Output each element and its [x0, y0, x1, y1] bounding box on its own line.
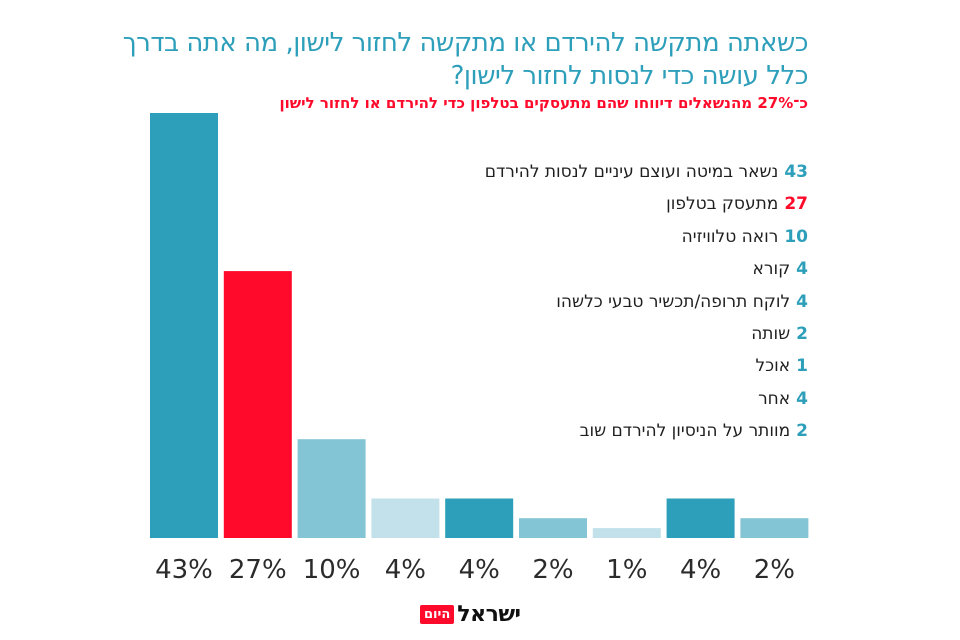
- bar: [297, 439, 366, 538]
- legend-item: 4קורא: [368, 253, 809, 285]
- legend-item-label: שותה: [751, 323, 791, 344]
- value-label: 4%: [459, 555, 500, 585]
- bar: [740, 518, 809, 538]
- value-label: 2%: [754, 555, 795, 585]
- legend-item: 2שותה: [368, 318, 808, 350]
- legend-item-label: לוקח תרופה/תכשיר טבעי כלשהו: [556, 291, 791, 312]
- legend-item: 27מתעסק בטלפון: [368, 188, 808, 220]
- legend-item-value: 43: [784, 162, 808, 182]
- value-label: 2%: [532, 555, 573, 585]
- legend-item-value: 27: [784, 194, 808, 215]
- value-label: 10%: [303, 555, 361, 585]
- legend-item-value: 2: [796, 323, 808, 344]
- legend-item-label: נשאר במיטה ועוצם עיניים לנסות להירדם: [484, 162, 779, 182]
- bar: [592, 528, 661, 538]
- value-label: 1%: [606, 555, 647, 585]
- value-label: 4%: [680, 555, 721, 585]
- legend-item: 4אחר: [368, 383, 808, 415]
- legend-item: 43נשאר במיטה ועוצם עיניים לנסות להירדם: [368, 156, 808, 188]
- legend-item-value: 10: [784, 226, 808, 247]
- logo-main-text: ישראל: [457, 601, 521, 627]
- value-label: 43%: [155, 555, 213, 585]
- value-label: 27%: [229, 555, 287, 585]
- legend-item: 2מוותר על הניסיון להירדם שוב: [368, 415, 808, 447]
- legend-item-label: מוותר על הניסיון להירדם שוב: [579, 421, 791, 442]
- bar: [666, 498, 735, 538]
- legend-item-label: קורא: [752, 259, 791, 280]
- legend: 43נשאר במיטה ועוצם עיניים לנסות להירדם 27…: [368, 156, 808, 448]
- bar: [371, 498, 440, 538]
- legend-item-value: 4: [796, 259, 808, 280]
- legend-item-value: 1: [796, 356, 808, 377]
- logo-box-text: היום: [420, 604, 455, 624]
- legend-item-value: 4: [796, 388, 808, 409]
- chart-subtitle: כ־27% מהנשאלים דיווחו שהם מתעסקים בטלפון…: [279, 94, 808, 112]
- legend-item-label: רואה טלוויזיה: [681, 226, 779, 247]
- value-label: 4%: [385, 555, 426, 585]
- legend-item-value: 4: [796, 291, 808, 312]
- bar: [223, 271, 292, 538]
- legend-item-value: 2: [796, 421, 808, 442]
- legend-item: 1אוכל: [368, 350, 809, 382]
- bar: [519, 518, 587, 538]
- bar: [445, 498, 514, 538]
- legend-item: 4לוקח תרופה/תכשיר טבעי כלשהו: [368, 286, 808, 318]
- chart-title: כשאתה מתקשה להירדם או מתקשה לחזור לישון,…: [122, 28, 809, 91]
- legend-item: 10רואה טלוויזיה: [368, 221, 808, 253]
- legend-item-label: אוכל: [755, 356, 791, 377]
- israel-hayom-logo: ישראל היום: [420, 600, 521, 628]
- bar: [150, 113, 218, 538]
- legend-item-label: אחר: [758, 388, 791, 409]
- legend-item-label: מתעסק בטלפון: [666, 194, 779, 215]
